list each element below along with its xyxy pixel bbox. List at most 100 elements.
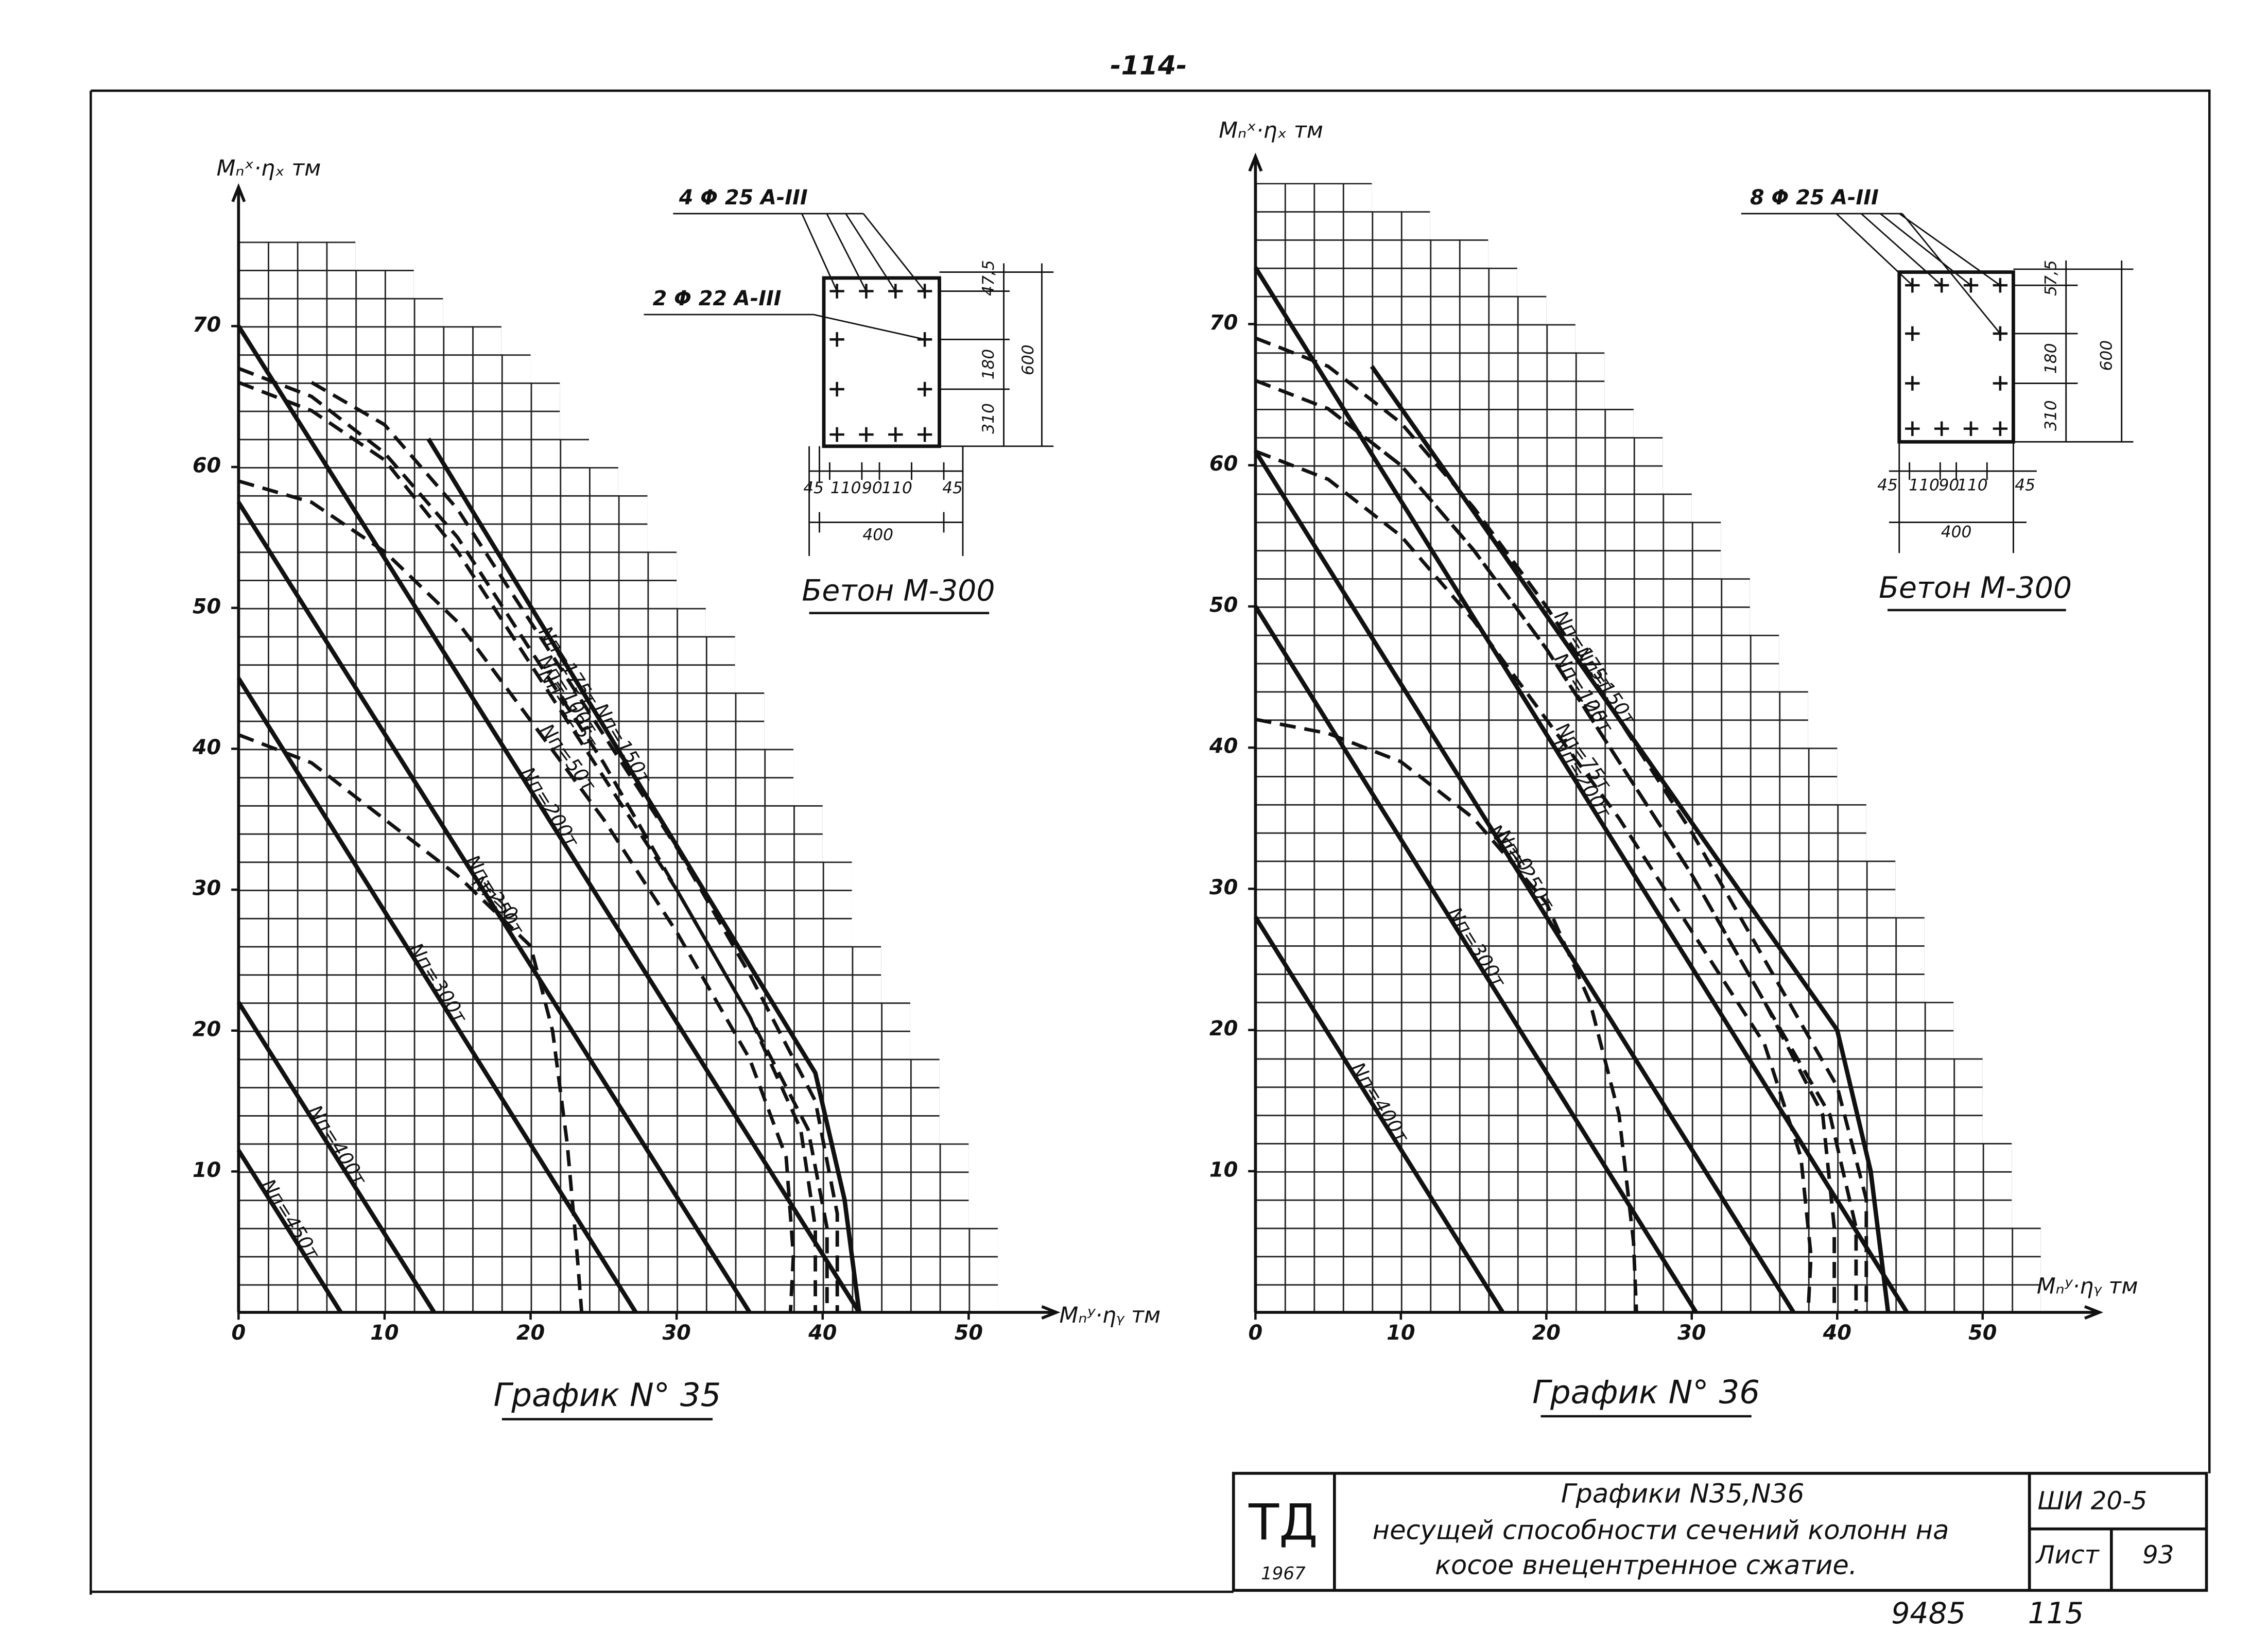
y-tick-label: 50 bbox=[193, 595, 221, 618]
dimension-label: 45 bbox=[803, 479, 824, 497]
dimension-label: 180 bbox=[2041, 343, 2060, 374]
x-axis-label: Mₙʸ·ηᵧ тм bbox=[2037, 1273, 2138, 1299]
solid-line bbox=[236, 1149, 343, 1314]
frame bbox=[90, 89, 2211, 1595]
solid-line bbox=[1253, 450, 1796, 1314]
y-tick-label: 60 bbox=[193, 454, 221, 478]
dimension-label: 90 bbox=[1938, 476, 1959, 494]
chart-title: График N° 35 bbox=[494, 1376, 721, 1414]
section-diagram: 4 Φ 25 A-III 2 Φ 22 A-III 47,5 180 310 6… bbox=[644, 186, 1054, 614]
y-axis bbox=[1248, 152, 1263, 1313]
dimension-label: 110 bbox=[1957, 476, 1988, 494]
dimension-label: 180 bbox=[979, 349, 998, 380]
y-axis-label: Mₙˣ·ηₓ тм bbox=[217, 155, 321, 181]
dashed-curve bbox=[1327, 407, 1858, 1313]
rebar-label: 8 Φ 25 A-III bbox=[1750, 186, 1879, 210]
y-axis-label: Mₙˣ·ηₓ тм bbox=[1219, 117, 1323, 143]
x-tick-label: 50 bbox=[955, 1321, 983, 1345]
y-tick-label: 10 bbox=[1209, 1158, 1238, 1182]
dimension-label: 45 bbox=[1877, 476, 1898, 494]
solid-line bbox=[236, 501, 752, 1314]
dashed-curve bbox=[238, 479, 795, 1313]
dimension-label: 400 bbox=[1941, 523, 1972, 541]
y-tick-label: 50 bbox=[1209, 593, 1238, 617]
rebar-label: 2 Φ 22 A-III bbox=[653, 287, 782, 310]
title-block-frame bbox=[1232, 1471, 2208, 1592]
dimension-label: 310 bbox=[2041, 400, 2060, 431]
solid-line bbox=[1253, 266, 1909, 1314]
y-tick-label: 40 bbox=[192, 736, 221, 759]
dimension-label: 57,5 bbox=[2041, 260, 2060, 296]
logo: ТД bbox=[1248, 1493, 1318, 1551]
dimension-label: 45 bbox=[942, 479, 963, 497]
dimension-lines bbox=[808, 263, 1054, 556]
title-line: косое внецентренное сжатие. bbox=[1435, 1551, 1857, 1581]
dashed-curve bbox=[238, 380, 829, 1313]
y-tick-label: 40 bbox=[1209, 735, 1238, 758]
rebar-label: 4 Φ 25 A-III bbox=[679, 186, 808, 210]
section-diagram: 8 Φ 25 A-III 57,5 180 310 600 45 110 90 … bbox=[1741, 186, 2134, 612]
title-block: ТД 1967 Графики N35,N36 несущей способно… bbox=[1232, 1471, 2208, 1592]
concrete-grade: Бетон М-300 bbox=[802, 574, 995, 608]
solid-line bbox=[426, 438, 862, 1313]
column-section bbox=[822, 276, 941, 448]
dimension-label: 110 bbox=[830, 479, 861, 497]
dashed-curve bbox=[310, 380, 839, 1313]
archive-number: 115 bbox=[2028, 1597, 2084, 1630]
dimension-label: 400 bbox=[862, 526, 893, 544]
year: 1967 bbox=[1261, 1563, 1306, 1584]
x-tick-label: 30 bbox=[662, 1321, 690, 1345]
x-axis bbox=[238, 1305, 1061, 1320]
x-axis bbox=[1255, 1305, 2104, 1320]
x-tick-label: 20 bbox=[1532, 1321, 1561, 1345]
y-tick-label: 30 bbox=[193, 877, 221, 900]
title-line: Графики N35,N36 bbox=[1561, 1479, 1805, 1509]
dimension-label: 310 bbox=[979, 403, 998, 434]
dimension-label: 600 bbox=[2097, 340, 2116, 371]
y-tick-label: 70 bbox=[193, 313, 221, 337]
dimension-lines bbox=[1889, 260, 2134, 553]
x-tick-label: 20 bbox=[516, 1321, 545, 1345]
title-line: несущей способности сечений колонн на bbox=[1373, 1515, 1949, 1546]
solid-line bbox=[236, 677, 638, 1314]
dimension-label: 45 bbox=[2015, 476, 2035, 494]
leader-lines bbox=[644, 213, 926, 340]
x-tick-label: 50 bbox=[1968, 1321, 1997, 1345]
dashed-curve bbox=[1255, 336, 1868, 1313]
leader-lines bbox=[1741, 213, 2001, 334]
solid-line bbox=[1253, 605, 1698, 1314]
solid-line bbox=[236, 1001, 436, 1314]
dashed-curve bbox=[1255, 717, 1638, 1313]
concrete-grade: Бетон М-300 bbox=[1879, 571, 2072, 605]
dimension-label: 600 bbox=[1019, 344, 1037, 375]
y-tick-label: 20 bbox=[193, 1017, 221, 1041]
x-tick-label: 40 bbox=[808, 1321, 837, 1345]
x-tick-label: 40 bbox=[1823, 1321, 1851, 1345]
dimension-label: 47,5 bbox=[979, 260, 998, 296]
x-axis-label: Mₙʸ·ηᵧ тм bbox=[1060, 1303, 1161, 1328]
archive-number: 9485 bbox=[1891, 1597, 1966, 1630]
y-tick-label: 10 bbox=[193, 1158, 221, 1182]
y-tick-label: 20 bbox=[1209, 1017, 1238, 1040]
y-tick-label: 60 bbox=[1209, 452, 1238, 476]
drawing-code: ШИ 20-5 bbox=[2038, 1487, 2148, 1516]
dashed-curve bbox=[238, 367, 817, 1313]
chart-title: График N° 36 bbox=[1532, 1373, 1760, 1411]
solid-line bbox=[236, 325, 861, 1314]
dashed-curve bbox=[238, 733, 584, 1313]
y-tick-label: 30 bbox=[1209, 876, 1238, 899]
sheet-label: Лист bbox=[2035, 1541, 2100, 1570]
x-tick-label: 10 bbox=[1387, 1321, 1415, 1345]
sheet-number: 93 bbox=[2142, 1541, 2174, 1570]
dimension-label: 110 bbox=[1909, 476, 1940, 494]
dimension-label: 90 bbox=[862, 479, 882, 497]
x-tick-label: 30 bbox=[1677, 1321, 1706, 1345]
solid-line bbox=[1253, 915, 1505, 1314]
page-number: -114- bbox=[1110, 51, 1187, 81]
y-tick-label: 70 bbox=[1209, 311, 1238, 335]
x-tick-label: 10 bbox=[370, 1321, 399, 1345]
dimension-label: 110 bbox=[881, 479, 912, 497]
column-section bbox=[1897, 270, 2015, 444]
dashed-curve bbox=[1255, 449, 1813, 1313]
